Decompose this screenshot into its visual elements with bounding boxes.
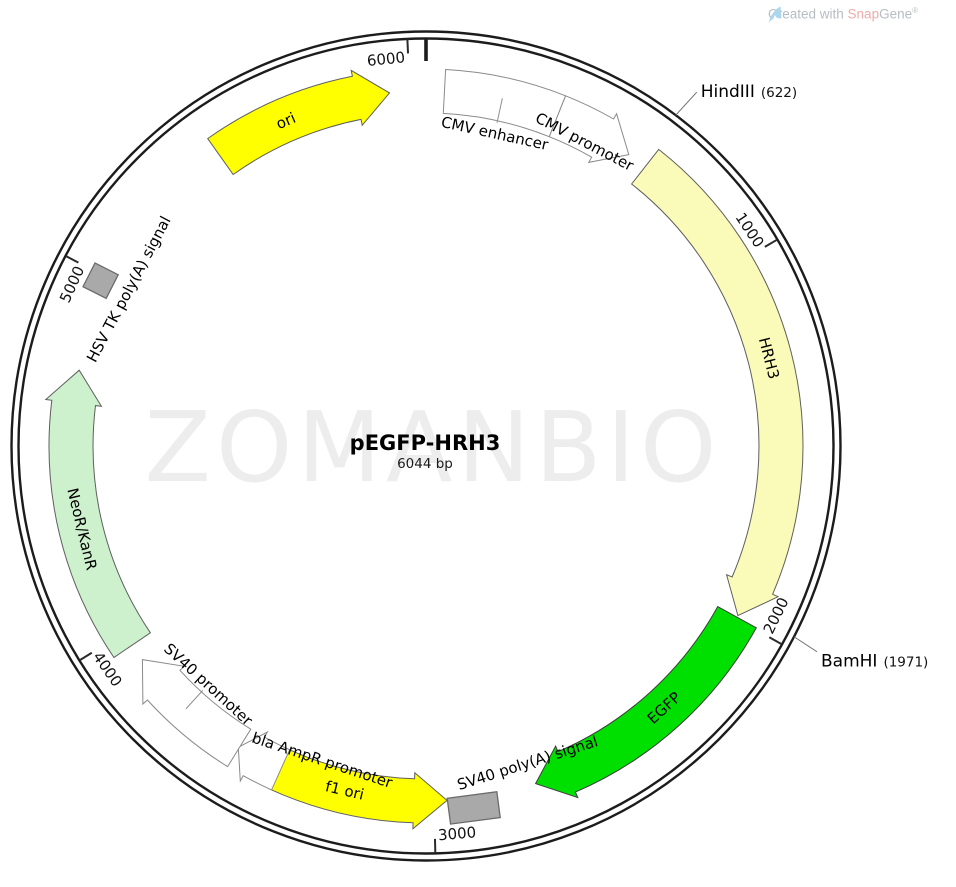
tick-mark-6000 — [406, 39, 410, 54]
feature-hsv-tk-polya: HSV TK poly(A) signal — [82, 213, 175, 365]
tick-mark-5000 — [65, 255, 79, 264]
site-leader-line-hindiii — [675, 91, 698, 116]
feature-f1-ori: f1 ori — [268, 748, 448, 830]
watermark-text: ZOMANBIO — [145, 391, 722, 504]
snapgene-credit[interactable]: Created with SnapGene® — [768, 6, 918, 23]
feature-ori: ori — [207, 69, 391, 176]
snapgene-logo-icon — [768, 6, 782, 23]
feature-shape-sv40-polya[interactable] — [446, 791, 501, 825]
credit-text: Created with SnapGene® — [768, 6, 918, 22]
site-label-bamhi[interactable]: BamHI (1971) — [821, 652, 928, 672]
site-bamhi: BamHI (1971) — [793, 636, 928, 672]
feature-shape-f1-ori[interactable] — [268, 748, 448, 830]
tick-mark-4000 — [79, 651, 93, 662]
feature-shape-hrh3[interactable] — [630, 148, 804, 617]
feature-shape-neor-kanr[interactable] — [44, 369, 152, 659]
feature-shape-egfp[interactable] — [534, 605, 757, 799]
tick-mark-2000 — [768, 636, 783, 645]
credit-brand-gene: Gene — [879, 6, 913, 22]
tick-label-5000: 5000 — [56, 263, 88, 305]
plasmid-backbone-outer-circle — [10, 30, 842, 862]
feature-neor-kanr: NeoR/KanR — [44, 369, 152, 659]
site-leader-line-bamhi — [793, 636, 818, 653]
feature-leader-line-sv40-promoter — [185, 690, 204, 710]
plasmid-size: 6044 bp — [397, 456, 453, 472]
feature-shape-hsv-tk-polya[interactable] — [82, 262, 120, 300]
tick-mark-1000 — [764, 238, 778, 248]
plasmid-backbone-inner-circle — [17, 37, 835, 855]
tick-label-6000: 6000 — [366, 48, 406, 70]
feature-hrh3: HRH3 — [630, 148, 804, 617]
feature-shape-ori[interactable] — [207, 69, 391, 176]
feature-shape-cmv-promoter[interactable] — [548, 95, 630, 164]
feature-shape-sv40-promoter[interactable] — [141, 659, 252, 768]
plasmid-name: pEGFP-HRH3 — [350, 431, 501, 455]
site-hindiii: HindIII (622) — [675, 82, 797, 116]
tick-label-3000: 3000 — [437, 823, 477, 844]
feature-egfp: EGFP — [534, 605, 757, 799]
registered-mark: ® — [912, 6, 919, 15]
credit-brand-snap: Snap — [847, 6, 880, 22]
feature-sv40-promoter: SV40 promoter — [141, 640, 257, 768]
credit-prefix: Created with — [768, 6, 848, 22]
site-label-hindiii[interactable]: HindIII (622) — [701, 82, 797, 102]
feature-leader-line-cmv-enhancer — [496, 98, 503, 123]
feature-shape-bla-ampr-promoter[interactable] — [237, 730, 291, 791]
